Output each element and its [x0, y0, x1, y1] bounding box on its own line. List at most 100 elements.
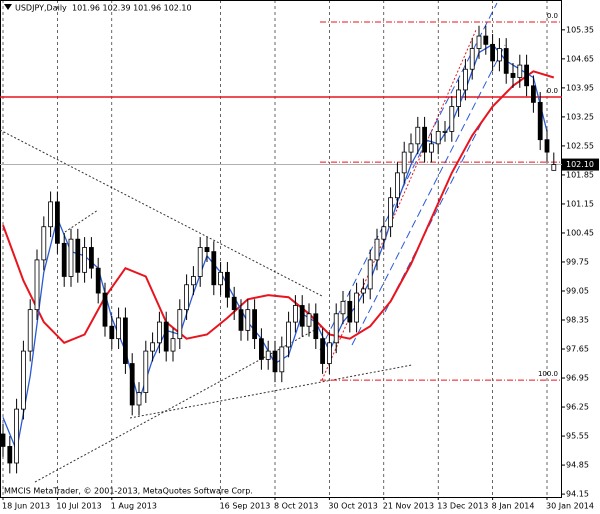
candle-body: [306, 313, 312, 327]
candle-body: [258, 338, 264, 360]
candle-body: [524, 64, 529, 87]
candle-body: [61, 242, 67, 277]
candle-body: [156, 321, 162, 344]
candle-body: [102, 292, 108, 327]
candle-body: [224, 271, 230, 298]
candle-body: [170, 338, 176, 352]
candle-body: [469, 48, 475, 70]
candle-body: [34, 259, 40, 311]
y-tick-label: 94.15: [566, 490, 589, 499]
candle-body: [143, 350, 149, 393]
candle-body: [27, 309, 33, 352]
candle-body: [190, 276, 196, 286]
x-tick-label: 8 Oct 2013: [274, 502, 318, 511]
footer: MMCIS MetaTrader, © 2001-2013, MetaQuote…: [4, 487, 253, 496]
candle-body: [272, 350, 278, 373]
candle-body: [367, 259, 373, 290]
candle-body: [48, 201, 53, 228]
candle-body: [41, 226, 47, 261]
candle-body: [374, 238, 380, 261]
candle-body: [490, 43, 496, 62]
x-tick-label: 1 Aug 2013: [111, 502, 157, 511]
candle-body: [89, 247, 94, 269]
candle-body: [150, 342, 156, 352]
candle-body: [422, 126, 428, 153]
candle-body: [245, 309, 251, 331]
candle-body: [116, 317, 121, 340]
y-tick-label: 102.55: [566, 141, 594, 150]
candle-body: [544, 139, 550, 153]
candle-body: [0, 433, 6, 447]
candle-body: [252, 309, 258, 340]
y-tick-label: 104.65: [566, 54, 594, 63]
candle-body: [354, 292, 360, 323]
candle-body: [231, 296, 237, 311]
candle-body: [503, 48, 509, 74]
ohlc-label: 101.96 102.39 101.96 102.10: [72, 4, 192, 13]
candle-body: [381, 226, 387, 240]
candle-body: [388, 197, 394, 228]
candle-body: [129, 363, 135, 406]
candle-body: [347, 300, 353, 323]
candle-body: [211, 251, 217, 286]
y-tick-label: 105.35: [566, 25, 594, 34]
candle-body: [109, 325, 115, 340]
x-tick-label: 21 Nov 2013: [383, 502, 434, 511]
x-tick-label: 8 Jan 2014: [492, 502, 535, 511]
candle-body: [279, 346, 285, 373]
candle-body: [435, 131, 441, 145]
candle-body: [537, 101, 543, 141]
candle-body: [7, 446, 13, 464]
candle-body: [401, 151, 407, 174]
candle-body: [123, 317, 128, 364]
fib-label: 0.0: [547, 12, 558, 20]
candle-body: [136, 392, 142, 406]
candle-body: [340, 300, 346, 315]
x-tick-label: 30 Jan 2014: [546, 502, 594, 511]
x-tick-label: 18 Jun 2013: [2, 502, 50, 511]
price-box: [562, 158, 599, 171]
fib-label: 100.0: [538, 370, 558, 378]
candle-body: [476, 35, 482, 49]
x-tick-label: 10 Jul 2013: [56, 502, 101, 511]
y-tick-label: 97.65: [566, 345, 589, 354]
candle-body: [14, 408, 20, 464]
candle-body: [449, 106, 455, 132]
y-tick-label: 99.75: [566, 257, 589, 266]
candle-body: [197, 247, 203, 277]
candle-body: [496, 48, 502, 62]
candle-body: [456, 89, 462, 107]
candle-body: [82, 247, 87, 273]
y-tick-label: 98.35: [566, 316, 589, 325]
candle-body: [286, 321, 292, 348]
candle-body: [177, 309, 183, 340]
candle-body: [394, 172, 400, 199]
candle-body: [299, 305, 305, 327]
y-tick-label: 99.05: [566, 286, 589, 295]
channel-line: [351, 44, 506, 346]
x-tick-label: 16 Sep 2013: [220, 502, 271, 511]
candle-body: [415, 126, 421, 145]
x-tick-label: 30 Oct 2013: [328, 502, 377, 511]
candle-body: [75, 238, 81, 273]
chart-title: USDJPY,Daily: [15, 4, 67, 13]
candle-body: [320, 338, 326, 364]
candle-body: [238, 309, 244, 331]
y-tick-label: 96.25: [566, 403, 589, 412]
candle-body: [333, 313, 339, 344]
candle-body: [462, 68, 468, 91]
candle-body: [360, 288, 366, 294]
y-tick-label: 100.45: [566, 228, 594, 237]
y-tick-label: 103.25: [566, 112, 594, 121]
trend-line: [64, 209, 99, 233]
candle-body: [218, 271, 224, 286]
y-tick-label: 101.85: [566, 170, 594, 179]
candle-body: [163, 321, 169, 352]
price-label: 102.10: [566, 160, 594, 169]
candle-body: [517, 64, 523, 78]
candle-body: [483, 35, 489, 45]
candle-body: [184, 284, 190, 311]
candle-body: [95, 267, 101, 294]
y-tick-label: 101.15: [566, 199, 594, 208]
